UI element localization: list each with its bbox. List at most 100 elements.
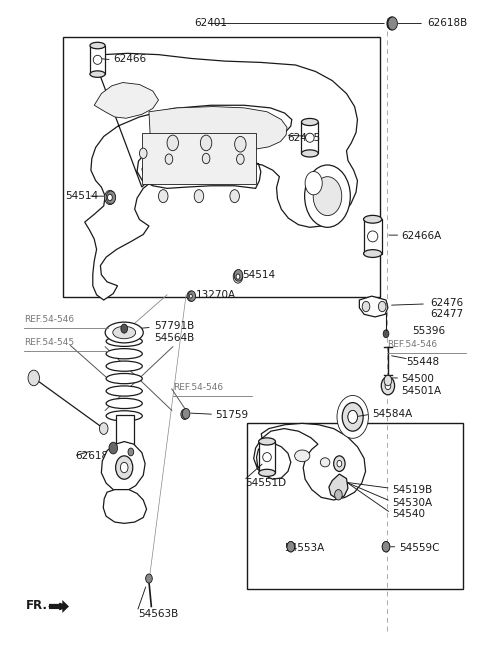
Circle shape: [106, 191, 116, 204]
Polygon shape: [49, 600, 69, 613]
Ellipse shape: [363, 250, 382, 258]
Ellipse shape: [106, 411, 142, 421]
Polygon shape: [254, 423, 366, 500]
Ellipse shape: [259, 438, 276, 445]
Text: 13270A: 13270A: [196, 290, 236, 300]
Text: 62477: 62477: [430, 309, 463, 319]
Bar: [116, 415, 134, 451]
Ellipse shape: [106, 336, 142, 346]
Circle shape: [287, 542, 295, 552]
Circle shape: [313, 177, 342, 216]
Circle shape: [128, 448, 134, 456]
Circle shape: [305, 165, 350, 228]
Circle shape: [28, 370, 39, 386]
Circle shape: [236, 274, 240, 279]
Circle shape: [342, 402, 363, 431]
Polygon shape: [101, 441, 145, 492]
Circle shape: [145, 574, 152, 583]
Circle shape: [305, 171, 322, 195]
Circle shape: [194, 190, 204, 203]
Circle shape: [287, 542, 295, 552]
Text: 62618B: 62618B: [427, 18, 468, 29]
Ellipse shape: [90, 42, 105, 49]
Text: 54514: 54514: [66, 191, 99, 201]
Circle shape: [158, 190, 168, 203]
Circle shape: [362, 301, 370, 312]
Circle shape: [109, 442, 118, 454]
Circle shape: [381, 377, 395, 395]
Circle shape: [121, 324, 128, 333]
Bar: [247, 423, 463, 589]
Text: 62466A: 62466A: [401, 231, 442, 241]
Circle shape: [116, 456, 133, 479]
Circle shape: [108, 194, 112, 201]
Bar: [363, 219, 382, 254]
Text: 54584A: 54584A: [372, 409, 412, 419]
Circle shape: [342, 402, 363, 431]
Circle shape: [387, 17, 396, 30]
Bar: [301, 122, 318, 153]
Circle shape: [334, 456, 345, 471]
Ellipse shape: [90, 71, 105, 78]
Circle shape: [337, 396, 369, 438]
Text: 62466: 62466: [113, 53, 146, 63]
Bar: [63, 37, 380, 297]
Bar: [90, 46, 105, 74]
Polygon shape: [142, 106, 287, 186]
Ellipse shape: [306, 133, 314, 142]
Circle shape: [384, 376, 392, 386]
Text: 62476: 62476: [430, 297, 463, 308]
Bar: [259, 441, 276, 473]
Text: 54500: 54500: [401, 374, 434, 384]
Ellipse shape: [363, 215, 382, 223]
Text: 54519B: 54519B: [392, 484, 432, 495]
Bar: [142, 132, 256, 185]
Polygon shape: [103, 490, 146, 524]
Circle shape: [99, 422, 108, 434]
Circle shape: [233, 270, 243, 283]
Circle shape: [382, 542, 390, 552]
Text: FR.: FR.: [26, 599, 48, 612]
Text: 54553A: 54553A: [285, 543, 325, 553]
Text: 55448: 55448: [406, 357, 439, 366]
Circle shape: [230, 190, 240, 203]
Text: REF.54-546: REF.54-546: [24, 315, 74, 324]
Polygon shape: [329, 474, 348, 499]
Ellipse shape: [106, 386, 142, 396]
Circle shape: [348, 410, 358, 423]
Circle shape: [235, 136, 246, 152]
Ellipse shape: [106, 374, 142, 383]
Polygon shape: [94, 83, 158, 118]
Ellipse shape: [320, 458, 330, 467]
Polygon shape: [84, 53, 358, 300]
Text: 54501A: 54501A: [401, 386, 442, 396]
Text: 62485: 62485: [287, 133, 320, 143]
Ellipse shape: [263, 452, 271, 462]
Circle shape: [120, 462, 128, 473]
Circle shape: [335, 490, 342, 500]
Circle shape: [188, 291, 196, 301]
Circle shape: [385, 382, 391, 390]
Circle shape: [383, 330, 389, 338]
Text: 55396: 55396: [412, 326, 445, 336]
Circle shape: [181, 409, 189, 419]
Ellipse shape: [301, 150, 318, 157]
Polygon shape: [360, 296, 388, 317]
Circle shape: [382, 542, 390, 552]
Text: 54551D: 54551D: [245, 478, 286, 488]
Text: REF.54-546: REF.54-546: [173, 383, 223, 392]
Text: 62618B: 62618B: [75, 451, 115, 461]
Ellipse shape: [106, 398, 142, 409]
Circle shape: [378, 301, 386, 312]
Ellipse shape: [301, 119, 318, 126]
Circle shape: [187, 291, 195, 301]
Ellipse shape: [295, 450, 310, 462]
Ellipse shape: [259, 469, 276, 477]
Circle shape: [234, 269, 243, 281]
Text: 54564B: 54564B: [154, 333, 194, 343]
Ellipse shape: [106, 361, 142, 371]
Circle shape: [165, 154, 173, 164]
Text: 54530A: 54530A: [392, 497, 432, 508]
Text: 62401: 62401: [194, 18, 228, 29]
Circle shape: [167, 135, 179, 151]
